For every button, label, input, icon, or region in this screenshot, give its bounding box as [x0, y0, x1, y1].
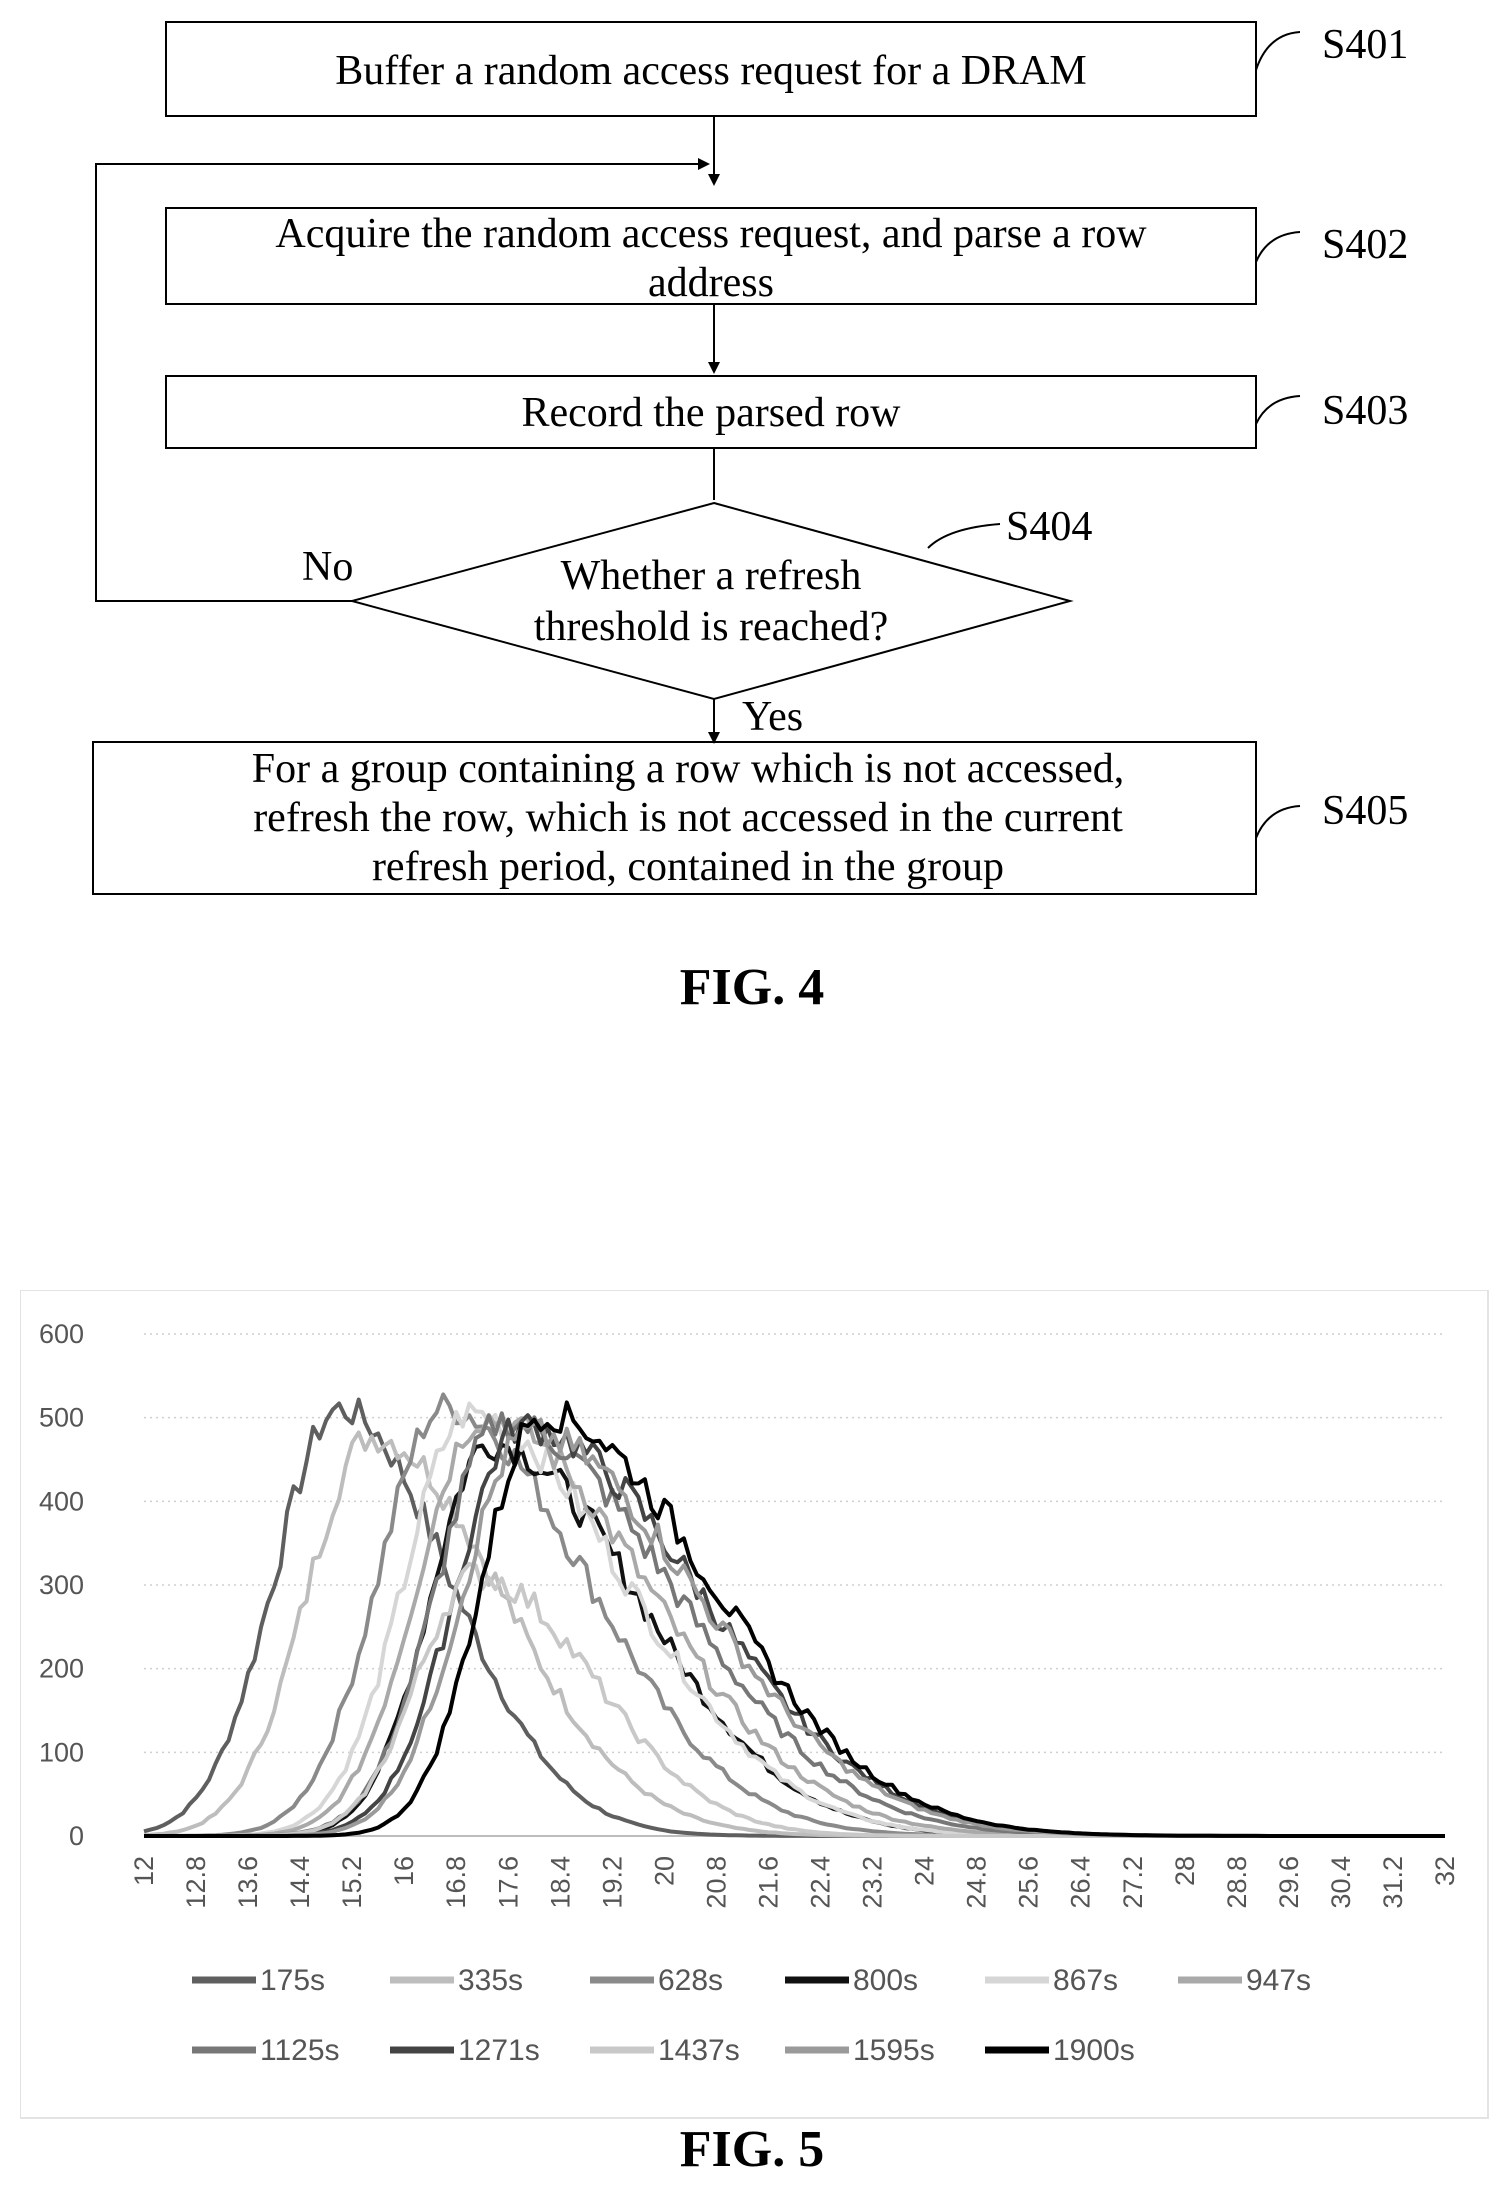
legend-label-1271s: 1271s	[458, 2034, 540, 2067]
step-text-s403: Record the parsed row	[521, 390, 901, 436]
y-tick-label: 400	[39, 1486, 84, 1516]
step-text-s405-line1: For a group containing a row which is no…	[252, 746, 1124, 792]
x-tick-label: 21.6	[753, 1856, 783, 1909]
x-tick-label: 26.4	[1066, 1856, 1096, 1909]
x-tick-label: 28.8	[1222, 1856, 1252, 1909]
label-leader-s404	[927, 523, 1001, 549]
x-tick-label: 25.6	[1014, 1856, 1044, 1909]
x-tick-label: 12.8	[181, 1856, 211, 1909]
series-line-1125s	[144, 1411, 1445, 1838]
figure-caption-fig4: FIG. 4	[679, 959, 825, 1016]
step-label-s405: S405	[1322, 788, 1408, 834]
x-tick-label: 32	[1430, 1856, 1460, 1886]
x-tick-label: 30.4	[1326, 1856, 1356, 1909]
legend-label-1125s: 1125s	[260, 2034, 340, 2067]
chart-frame	[20, 1290, 1489, 2119]
line-chart-fig5: 0 100 200 300 400 500 600 12 12.8 13.6 14.4 15.2 16 1…	[20, 1290, 1489, 2119]
legend-label-335s: 335s	[458, 1964, 523, 1997]
step-box-s401: Buffer a random access request for a DRA…	[165, 21, 1257, 117]
legend-label-947s: 947s	[1246, 1964, 1311, 1997]
step-label-s401: S401	[1322, 22, 1408, 68]
legend-label-628s: 628s	[658, 1964, 723, 1997]
x-tick-label: 24.8	[962, 1856, 992, 1909]
x-tick-label: 18.4	[545, 1856, 575, 1909]
arrow-no-loop	[95, 158, 710, 602]
series-line-1595s	[144, 1417, 1445, 1838]
x-tick-label: 17.6	[493, 1856, 523, 1909]
y-tick-label: 600	[39, 1319, 84, 1349]
x-tick-label: 22.4	[806, 1856, 836, 1909]
x-tick-label: 16	[389, 1856, 419, 1886]
y-tick-label: 500	[39, 1403, 84, 1433]
legend-label-1437s: 1437s	[658, 2034, 740, 2067]
step-text-s405-line2: refresh the row, which is not accessed i…	[253, 795, 1123, 841]
yes-label: Yes	[742, 694, 803, 740]
legend-label-1900s: 1900s	[1053, 2034, 1135, 2067]
step-label-s404: S404	[1006, 504, 1092, 550]
step-text-s402-line1: Acquire the random access request, and p…	[275, 211, 1147, 257]
x-tick-label: 28	[1170, 1856, 1200, 1886]
x-tick-label: 16.8	[441, 1856, 471, 1909]
x-tick-label: 19.2	[597, 1856, 627, 1909]
step-text-s405-line3: refresh period, contained in the group	[372, 844, 1004, 890]
x-tick-label: 13.6	[233, 1856, 263, 1909]
x-tick-label: 20	[649, 1856, 679, 1886]
step-text-s402-line2: address	[648, 260, 774, 306]
step-label-s403: S403	[1322, 388, 1408, 434]
no-label: No	[302, 544, 353, 590]
label-leader-s405	[1255, 805, 1301, 839]
step-box-s405: For a group containing a row which is no…	[92, 741, 1257, 895]
y-tick-label: 300	[39, 1570, 84, 1600]
y-tick-label: 100	[39, 1737, 84, 1767]
label-leader-s401	[1255, 31, 1301, 71]
series-line-1900s	[144, 1400, 1445, 1838]
x-tick-label: 27.2	[1118, 1856, 1148, 1909]
decision-diamond-s404: Whether a refresh threshold is reached?	[348, 501, 1074, 701]
y-tick-label: 200	[39, 1654, 84, 1684]
series-line-1271s	[144, 1413, 1445, 1838]
series-line-867s	[144, 1401, 1445, 1838]
label-leader-s403	[1255, 395, 1301, 425]
decision-text-s404-line2: threshold is reached?	[534, 604, 889, 650]
step-box-s403: Record the parsed row	[165, 375, 1257, 449]
decision-text-s404-line1: Whether a refresh	[561, 553, 862, 599]
step-label-s402: S402	[1322, 222, 1408, 268]
series-line-947s	[144, 1413, 1445, 1838]
x-tick-label: 15.2	[337, 1856, 367, 1909]
x-tick-label: 24	[910, 1856, 940, 1886]
step-box-s402: Acquire the random access request, and p…	[165, 207, 1257, 306]
flowchart-fig4: Buffer a random access request for a DRA…	[92, 21, 1408, 895]
step-text-s401: Buffer a random access request for a DRA…	[335, 48, 1086, 94]
label-leader-s402	[1255, 231, 1301, 263]
x-tick-label: 31.2	[1378, 1856, 1408, 1909]
x-tick-label: 12	[129, 1856, 159, 1886]
figure-caption-fig5: FIG. 5	[679, 2121, 825, 2178]
legend-label-800s: 800s	[853, 1964, 918, 1997]
legend-label-867s: 867s	[1053, 1964, 1118, 1997]
y-tick-label: 0	[69, 1821, 84, 1851]
legend-label-175s: 175s	[260, 1964, 325, 1997]
legend-label-1595s: 1595s	[853, 2034, 935, 2067]
x-tick-label: 14.4	[285, 1856, 315, 1909]
x-tick-label: 29.6	[1274, 1856, 1304, 1909]
x-tick-label: 20.8	[701, 1856, 731, 1909]
x-tick-label: 23.2	[858, 1856, 888, 1909]
